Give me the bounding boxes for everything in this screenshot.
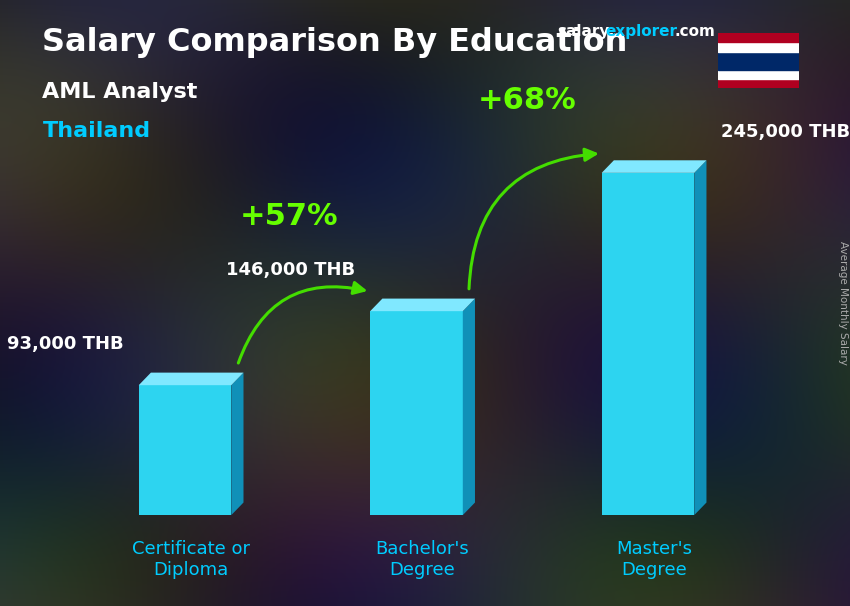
Bar [718, 79, 799, 88]
Polygon shape [139, 373, 243, 385]
Bar [718, 70, 799, 79]
Bar [718, 42, 799, 52]
Text: +68%: +68% [478, 85, 577, 115]
Text: 93,000 THB: 93,000 THB [8, 335, 124, 353]
FancyArrowPatch shape [238, 282, 364, 363]
Polygon shape [602, 161, 706, 173]
Text: Average Monthly Salary: Average Monthly Salary [838, 241, 848, 365]
Text: Thailand: Thailand [42, 121, 150, 141]
Bar [718, 33, 799, 42]
Text: 245,000 THB: 245,000 THB [721, 123, 850, 141]
Text: AML Analyst: AML Analyst [42, 82, 198, 102]
Text: Certificate or
Diploma: Certificate or Diploma [132, 540, 250, 579]
Text: Salary Comparison By Education: Salary Comparison By Education [42, 27, 628, 58]
Polygon shape [371, 299, 475, 311]
Polygon shape [694, 161, 706, 515]
Text: salary: salary [557, 24, 609, 39]
Polygon shape [371, 311, 462, 515]
Text: explorer: explorer [605, 24, 677, 39]
Text: Bachelor's
Degree: Bachelor's Degree [376, 540, 469, 579]
Polygon shape [139, 385, 231, 515]
Text: Master's
Degree: Master's Degree [616, 540, 692, 579]
Text: +57%: +57% [239, 202, 338, 231]
Polygon shape [231, 373, 243, 515]
Text: .com: .com [674, 24, 715, 39]
FancyArrowPatch shape [469, 149, 596, 289]
Polygon shape [602, 173, 694, 515]
Polygon shape [462, 299, 475, 515]
Bar [718, 52, 799, 70]
Text: 146,000 THB: 146,000 THB [226, 261, 355, 279]
